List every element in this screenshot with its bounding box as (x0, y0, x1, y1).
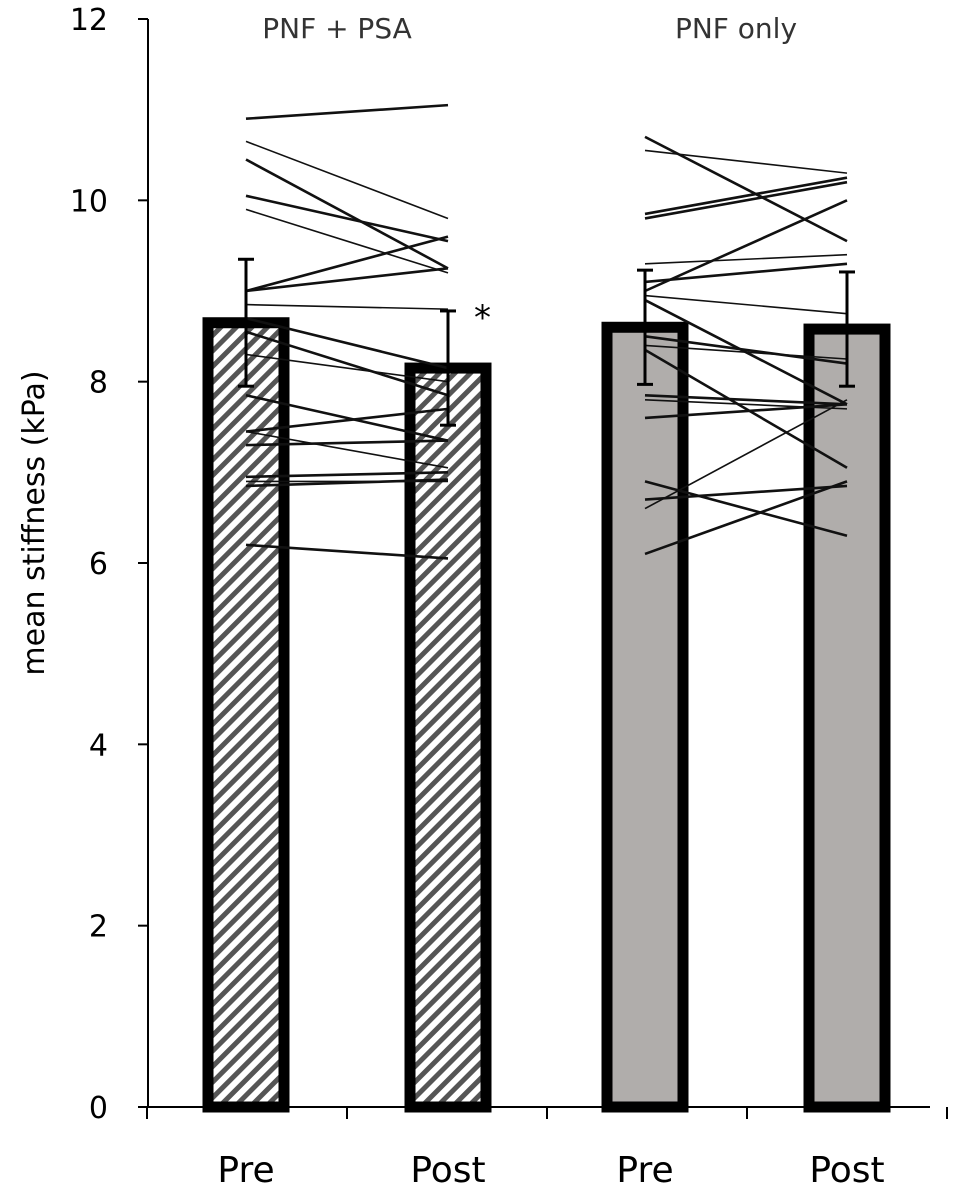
participant-line (245, 471, 449, 479)
participant-line (644, 149, 848, 174)
participant-line (245, 103, 449, 121)
participant-line (245, 267, 449, 293)
participant-line (245, 439, 449, 447)
labels-layer: Pre * Post PNF + PSA Pre Post PNF only 0 2 4 6 8 10 1… (17, 3, 885, 1191)
participant-line (245, 393, 449, 442)
participant-line (245, 194, 449, 243)
significance-marker: * (474, 298, 491, 338)
participant-lines-layer (245, 103, 848, 560)
y-tick-label: 6 (89, 547, 108, 582)
participant-line (644, 180, 848, 220)
group-label: PNF only (675, 12, 797, 45)
participant-line (245, 208, 449, 274)
bar-g0-post (404, 362, 492, 1113)
x-tick-label: Pre (616, 1150, 673, 1191)
y-tick-label: 10 (70, 184, 108, 219)
participant-line (644, 399, 848, 510)
participant-line (644, 335, 848, 365)
participant-line (644, 135, 848, 243)
participant-line (644, 262, 848, 284)
participant-line (644, 294, 848, 315)
participant-line (245, 303, 449, 310)
participant-line (644, 403, 848, 420)
participant-line (644, 176, 848, 216)
participant-line (644, 348, 848, 469)
y-tick-label: 8 (89, 366, 108, 401)
axes-layer (138, 18, 948, 1119)
x-tick-label: Post (809, 1150, 884, 1191)
participant-line (644, 484, 848, 501)
x-tick-label: Post (410, 1150, 485, 1191)
error-bars-layer (238, 257, 855, 427)
bar-g1-pre (601, 321, 689, 1113)
participant-line (245, 430, 449, 469)
participant-line (245, 316, 449, 370)
participant-line (644, 344, 848, 360)
participant-line (245, 543, 449, 560)
y-tick-label: 0 (89, 1091, 108, 1126)
y-tick-label: 2 (89, 910, 108, 945)
participant-line (245, 235, 449, 293)
participant-line (644, 199, 848, 293)
participant-line (245, 158, 449, 270)
participant-line (245, 140, 449, 220)
participant-line (644, 253, 848, 265)
participant-line (245, 330, 449, 397)
participant-line (245, 478, 449, 488)
participant-line (245, 407, 449, 433)
y-tick-label: 12 (70, 3, 108, 38)
participant-line (245, 353, 449, 383)
group-label: PNF + PSA (262, 12, 412, 45)
y-axis-label: mean stiffness (kPa) (17, 370, 52, 675)
bar-g0-pre (202, 317, 290, 1113)
participant-line (644, 393, 848, 406)
participant-line (644, 480, 848, 556)
y-tick-label: 4 (89, 728, 108, 763)
bar-g1-post (803, 323, 891, 1113)
bars-layer (202, 317, 891, 1113)
x-tick-label: Pre (217, 1150, 274, 1191)
